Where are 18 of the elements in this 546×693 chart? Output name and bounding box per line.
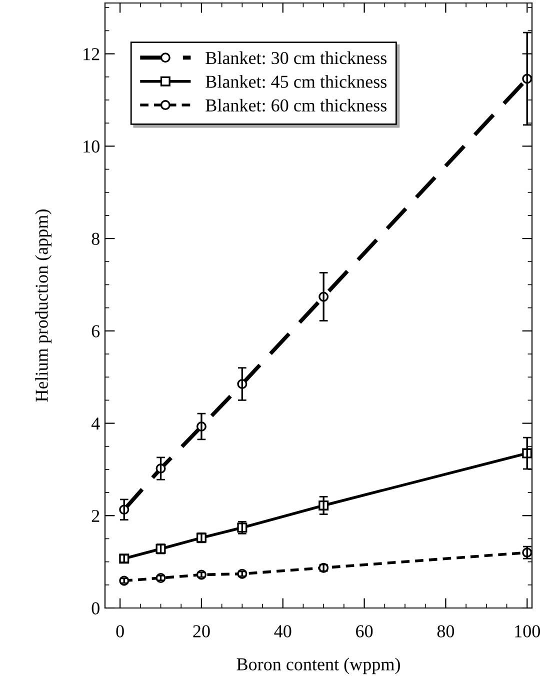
- legend-label: Blanket: 45 cm thickness: [206, 75, 387, 88]
- y-tick-label: 2: [92, 510, 100, 522]
- y-tick-label: 4: [91, 418, 100, 430]
- x-tick-label: 80: [437, 625, 454, 638]
- x-tick-label: 40: [274, 625, 292, 638]
- y-tick-label: 6: [92, 325, 100, 338]
- y-axis-title: Helium production (appm): [35, 210, 52, 402]
- y-tick-label: 0: [92, 602, 100, 614]
- y-tick-label: 12: [84, 48, 100, 60]
- x-tick-label: 60: [356, 625, 373, 638]
- legend-label: Blanket: 60 cm thickness: [206, 98, 387, 112]
- legend-label: Blanket: 30 cm thickness: [206, 51, 387, 64]
- y-tick-label: 8: [92, 232, 100, 245]
- x-axis-title: Boron content (wppm): [236, 658, 400, 674]
- x-tick-label: 20: [193, 625, 210, 638]
- x-tick-label: 100: [515, 625, 540, 638]
- x-tick-label: 0: [116, 625, 124, 638]
- y-tick-label: 10: [84, 140, 100, 153]
